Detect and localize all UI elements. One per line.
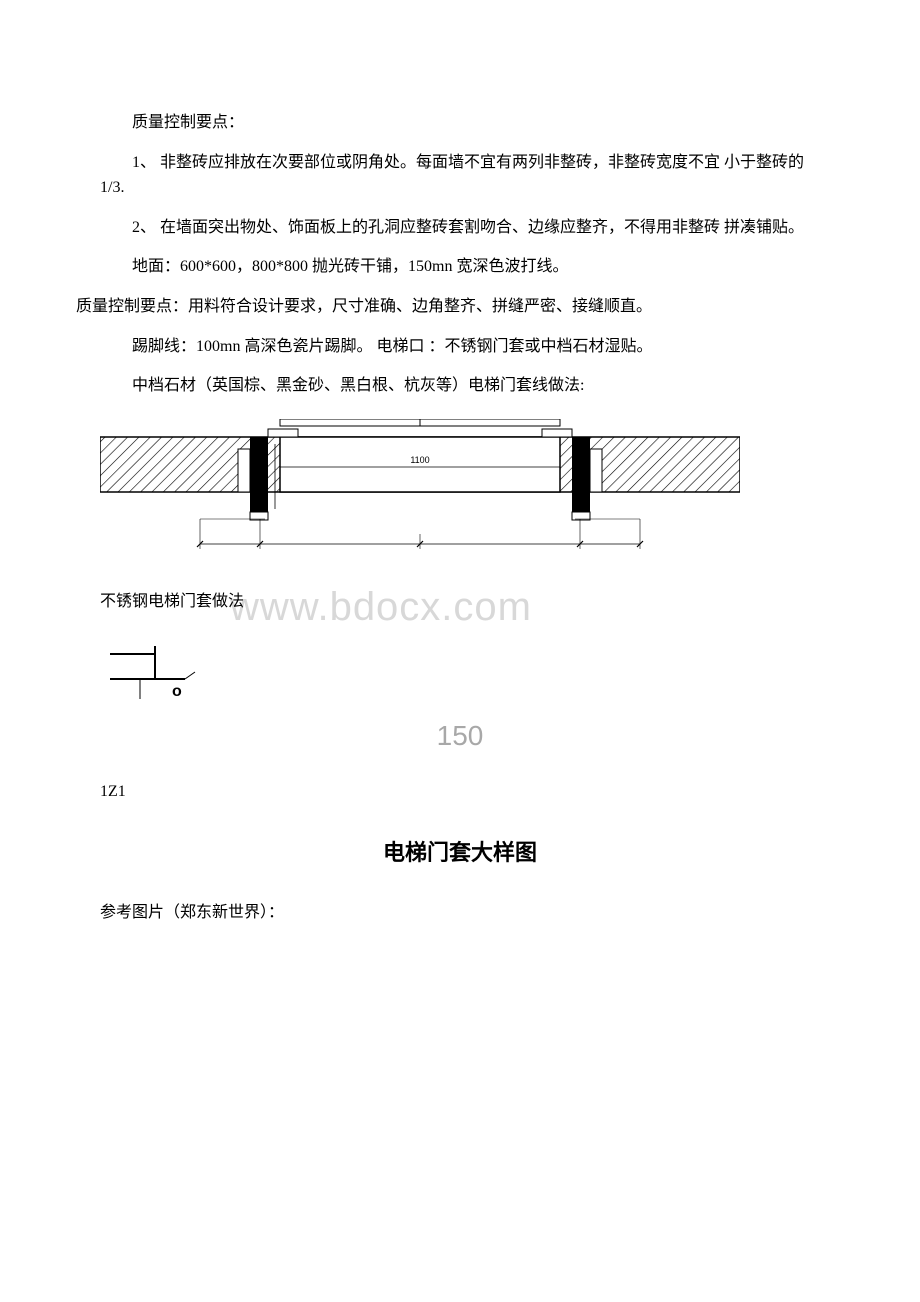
detail-small-diagram: o — [100, 644, 820, 704]
stainless-label: 不锈钢电梯门套做法 — [100, 593, 244, 610]
watermark-text: www.bdocx.com — [230, 575, 532, 639]
code-1z1: 1Z1 — [100, 779, 820, 805]
para-floor: 地面：600*600，800*800 抛光砖干铺，150mn 宽深色波打线。 — [100, 254, 820, 280]
para-skirting: 踢脚线：100mn 高深色瓷片踢脚。 电梯口 ：不锈钢门套或中档石材湿贴。 — [100, 334, 820, 360]
detail-o-label: o — [172, 683, 182, 700]
diagram-title: 电梯门套大样图 — [100, 835, 820, 870]
para-stone: 中档石材（英国棕、黑金砂、黑白根、杭灰等）电梯门套线做法: — [100, 373, 820, 399]
para-item-1: 1、 非整砖应排放在次要部位或阴角处。每面墙不宜有两列非整砖，非整砖宽度不宜 小… — [100, 150, 820, 201]
dimension-150: 150 — [100, 714, 820, 759]
para-quality-point: 质量控制要点：用料符合设计要求，尺寸准确、边角整齐、拼缝严密、接缝顺直。 — [76, 294, 820, 320]
para-quality-heading: 质量控制要点： — [100, 110, 820, 136]
stainless-steel-line: www.bdocx.com 不锈钢电梯门套做法 — [100, 589, 820, 615]
dim-1100: 1100 — [410, 455, 429, 465]
para-item-2: 2、 在墙面突出物处、饰面板上的孔洞应整砖套割吻合、边缘应整齐，不得用非整砖 拼… — [100, 215, 820, 241]
para-reference: 参考图片（郑东新世界）： — [100, 900, 820, 926]
elevator-frame-diagram: 1100 — [100, 419, 740, 559]
